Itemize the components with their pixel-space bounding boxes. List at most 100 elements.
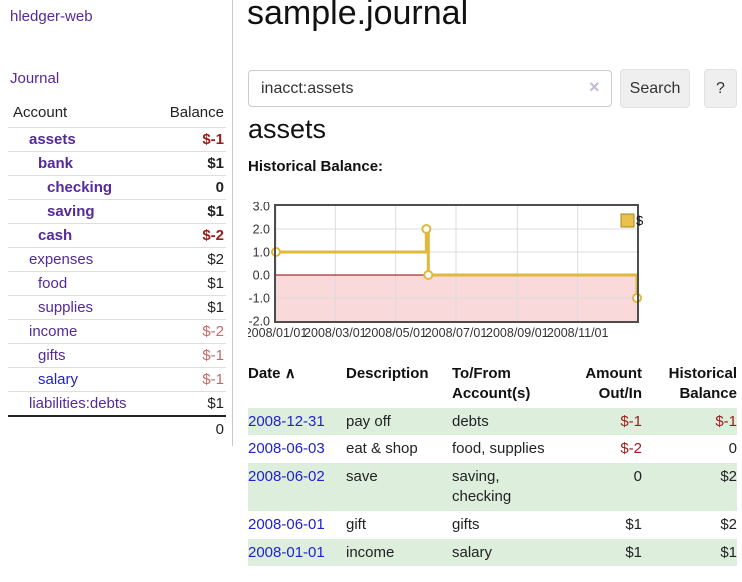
accounts-total-spacer (8, 415, 153, 442)
accounts-column-header: To/From Account(s) (452, 365, 531, 402)
account-balance: $1 (207, 299, 224, 316)
transaction-accounts: saving, checking (452, 463, 556, 511)
account-name-cell: expenses (8, 248, 153, 272)
account-balance: 0 (215, 179, 224, 196)
x-tick-label: 2008/07/01 (425, 326, 488, 340)
transaction-date-cell: 2008-06-03 (248, 435, 346, 463)
transaction-amount: $-2 (620, 440, 642, 458)
chart-heading: Historical Balance: (248, 158, 384, 175)
account-balance: $2 (207, 251, 224, 268)
balance-column-header: Balance (169, 104, 224, 121)
transaction-amount: $-1 (556, 407, 642, 436)
account-balance: $-2 (202, 323, 224, 340)
y-tick-label: 0.0 (253, 269, 270, 283)
transaction-row: 2008-06-03 eat & shop food, supplies $-2 0 (248, 435, 737, 463)
account-row: saving $1 (8, 199, 226, 224)
transaction-date-link[interactable]: 2008-06-03 (248, 440, 325, 458)
y-tick-label: -2.0 (248, 315, 270, 329)
balance-chart-svg: $3.0 2.0 1.0 0.0 -1.0 -2.02008/01/012008/03/0… (245, 200, 644, 341)
sidebar-account-link[interactable]: saving (47, 203, 95, 220)
legend-label: $ (636, 213, 644, 228)
transaction-date-link[interactable]: 2008-01-01 (248, 543, 325, 561)
x-tick-label: 2008/01/01 (248, 326, 307, 340)
accounts-table-header: Account Balance (8, 100, 226, 128)
account-balance: $1 (207, 275, 224, 292)
transaction-balance: $1 (642, 538, 737, 567)
legend-swatch (620, 213, 635, 228)
y-tick-label: 2.0 (253, 223, 270, 237)
account-row: gifts $-1 (8, 343, 226, 368)
accounts-total-value: 0 (152, 415, 226, 442)
transaction-balance: $2 (720, 515, 737, 533)
account-name-cell: assets (8, 128, 153, 152)
clear-search-icon[interactable]: × (589, 77, 600, 97)
account-row: cash $-2 (8, 223, 226, 248)
transaction-accounts: debts (452, 407, 556, 436)
account-row: assets $-1 (8, 127, 226, 152)
transaction-row: 2008-06-02 save saving, checking 0 $2 (248, 463, 737, 511)
sidebar-account-link[interactable]: cash (38, 227, 73, 244)
account-row: supplies $1 (8, 295, 226, 320)
transaction-date-link[interactable]: 2008-06-02 (248, 468, 325, 486)
transaction-date-link[interactable]: 2008-12-31 (248, 412, 325, 430)
transaction-date-cell: 2008-06-02 (248, 463, 346, 511)
account-heading: assets (248, 114, 327, 144)
register-header-row: Date ∧ Description To/From Account(s) Am… (248, 360, 737, 408)
transaction-date-cell: 2008-06-01 (248, 511, 346, 539)
sidebar-account-link[interactable]: assets (29, 131, 76, 148)
sidebar-item-journal[interactable]: Journal (10, 70, 60, 87)
account-name-cell: cash (8, 224, 153, 248)
account-name-cell: income (8, 320, 153, 344)
transaction-date-cell: 2008-12-31 (248, 407, 346, 436)
account-column-header: Account (13, 104, 68, 121)
x-tick-label: 2008/11/01 (547, 326, 609, 340)
data-point-marker (423, 270, 434, 280)
transaction-row: 2008-01-01 income salary $1 $1 (248, 538, 737, 567)
accounts-total-row: 0 (8, 415, 226, 442)
help-button[interactable]: ? (704, 69, 737, 108)
x-tick-label: 2008/03/01 (304, 326, 367, 340)
transaction-amount: 0 (556, 463, 642, 511)
account-balance: $-1 (202, 371, 224, 388)
sidebar: hledger-web Journal Account Balance asse… (0, 0, 233, 446)
account-row: liabilities:debts $1 (8, 391, 226, 417)
transaction-date-cell: 2008-01-01 (248, 538, 346, 567)
transaction-description: pay off (346, 407, 452, 436)
transaction-description: gift (346, 515, 367, 533)
balance-column-header-main: Historical Balance (668, 365, 737, 402)
search-button[interactable]: Search (620, 69, 690, 108)
data-point-marker (421, 224, 432, 234)
account-row: income $-2 (8, 319, 226, 344)
transaction-date-link[interactable]: 2008-06-01 (248, 515, 325, 533)
search-input[interactable] (248, 70, 612, 107)
account-name-cell: food (8, 272, 153, 296)
transaction-row: 2008-06-01 gift gifts $1 $2 (248, 511, 737, 539)
x-tick-label: 2008/09/01 (486, 326, 549, 340)
x-tick-label: 2008/05/01 (364, 326, 427, 340)
sidebar-account-link[interactable]: checking (47, 179, 113, 196)
register-table: Date ∧ Description To/From Account(s) Am… (248, 360, 737, 567)
account-row: expenses $2 (8, 247, 226, 272)
account-balance: $-1 (202, 347, 224, 364)
y-tick-label: 3.0 (253, 202, 270, 214)
transaction-row: 2008-12-31 pay off debts $-1 $-1 (248, 407, 737, 436)
account-balance: $1 (207, 203, 224, 220)
account-balance: $-2 (202, 227, 224, 244)
sidebar-account-link[interactable]: income (29, 323, 78, 340)
amount-column-header: Amount Out/In (585, 365, 642, 402)
sidebar-account-link[interactable]: food (38, 275, 68, 292)
date-column-header[interactable]: Date ∧ (248, 365, 296, 382)
sidebar-account-link[interactable]: salary (38, 371, 79, 388)
account-balance: $1 (207, 155, 224, 172)
sidebar-account-link[interactable]: supplies (38, 299, 94, 316)
sidebar-account-link[interactable]: gifts (38, 347, 66, 364)
transaction-amount: $1 (625, 515, 642, 533)
account-name-cell: saving (8, 200, 153, 224)
sidebar-account-link[interactable]: expenses (29, 251, 94, 268)
plot-border (274, 204, 639, 323)
transaction-accounts: food, supplies (452, 440, 545, 458)
sidebar-account-link[interactable]: liabilities:debts (29, 395, 127, 412)
sidebar-account-link[interactable]: bank (38, 155, 74, 172)
account-row: food $1 (8, 271, 226, 296)
app-title-link[interactable]: hledger-web (10, 8, 93, 25)
